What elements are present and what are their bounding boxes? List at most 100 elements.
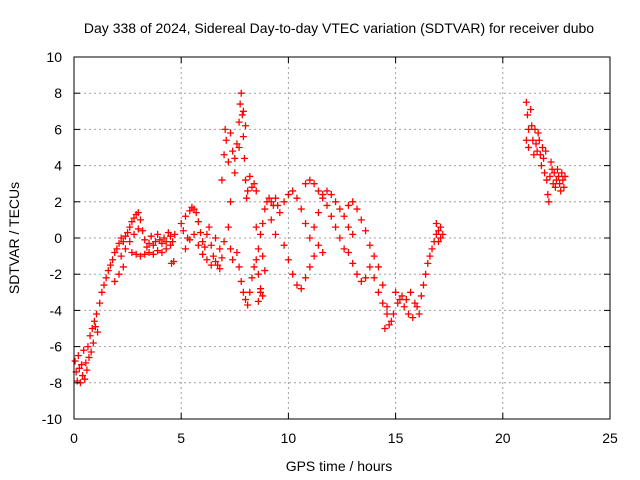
data-point: [254, 297, 262, 305]
data-point: [239, 133, 247, 141]
data-point: [544, 191, 552, 199]
data-point: [374, 288, 382, 296]
data-point: [239, 288, 247, 296]
data-point: [257, 288, 265, 296]
data-point: [531, 125, 539, 133]
data-point: [381, 325, 389, 332]
data-point: [231, 154, 239, 162]
data-point: [100, 281, 108, 289]
data-point: [392, 288, 400, 296]
data-point: [171, 230, 179, 238]
data-point: [240, 154, 248, 162]
data-point: [141, 236, 149, 244]
data-point: [257, 230, 265, 238]
data-point: [250, 263, 258, 271]
data-point: [306, 234, 314, 242]
data-point: [385, 321, 393, 329]
data-point: [522, 98, 530, 106]
data-point: [541, 169, 549, 177]
data-point: [113, 245, 121, 253]
data-point: [409, 314, 417, 322]
data-point: [265, 194, 273, 202]
data-point: [332, 198, 340, 206]
data-point: [218, 176, 226, 184]
y-tick-label: 6: [54, 121, 62, 137]
y-axis-label: SDTVAR / TECUs: [6, 182, 22, 294]
data-point: [302, 274, 310, 282]
data-point: [402, 296, 410, 304]
data-point: [229, 256, 237, 264]
data-point: [145, 248, 153, 256]
data-point: [327, 191, 335, 199]
data-point: [205, 223, 213, 231]
data-point: [80, 346, 88, 354]
data-point: [560, 183, 568, 191]
data-point: [111, 277, 119, 285]
chart-title: Day 338 of 2024, Sidereal Day-to-day VTE…: [84, 20, 594, 36]
data-point: [250, 180, 258, 188]
data-point: [387, 317, 395, 325]
data-point: [532, 140, 540, 148]
data-point: [136, 216, 144, 224]
data-point: [252, 187, 260, 195]
data-point: [353, 205, 361, 213]
data-point: [349, 259, 357, 267]
data-point: [426, 252, 434, 260]
data-point: [126, 223, 134, 231]
data-point: [259, 220, 267, 228]
data-point: [151, 238, 159, 246]
data-point: [394, 299, 402, 307]
data-point: [83, 366, 91, 374]
data-point: [550, 169, 558, 177]
data-point: [130, 230, 138, 238]
data-point: [314, 187, 322, 195]
data-point: [149, 250, 157, 258]
data-point: [297, 205, 305, 213]
data-point: [194, 218, 202, 226]
data-point: [415, 310, 423, 318]
data-point: [199, 238, 207, 246]
data-point: [349, 198, 357, 206]
data-point: [224, 223, 232, 231]
data-point: [336, 234, 344, 242]
data-point: [323, 187, 331, 195]
x-tick-label: 5: [177, 430, 185, 446]
data-point: [169, 238, 177, 246]
data-point: [274, 201, 282, 209]
data-point: [143, 243, 151, 251]
data-point: [111, 248, 119, 256]
data-point: [529, 136, 537, 144]
data-point: [319, 248, 327, 256]
data-point: [209, 252, 217, 260]
data-point: [272, 230, 280, 238]
data-point: [212, 234, 220, 242]
data-point: [224, 158, 232, 166]
x-tick-label: 10: [281, 430, 297, 446]
data-point: [383, 303, 391, 311]
data-point: [235, 263, 243, 271]
data-point: [179, 227, 187, 235]
data-point: [370, 252, 378, 260]
data-point: [525, 144, 533, 151]
data-point: [323, 201, 331, 209]
y-tick-label: -2: [50, 266, 63, 282]
data-point: [537, 162, 545, 170]
data-point: [186, 236, 194, 244]
data-point: [86, 332, 94, 340]
data-point: [199, 250, 207, 258]
data-point: [164, 229, 172, 237]
data-point: [389, 310, 397, 318]
data-point: [289, 270, 297, 278]
data-point: [362, 274, 370, 282]
data-point: [227, 198, 235, 206]
data-point: [314, 209, 322, 217]
data-point: [214, 261, 222, 269]
data-point: [542, 147, 550, 155]
data-point: [340, 212, 348, 220]
data-point: [340, 245, 348, 253]
data-point: [252, 256, 260, 264]
data-point: [102, 274, 110, 282]
data-point: [543, 176, 551, 184]
data-point: [306, 263, 314, 271]
data-point: [379, 281, 387, 289]
